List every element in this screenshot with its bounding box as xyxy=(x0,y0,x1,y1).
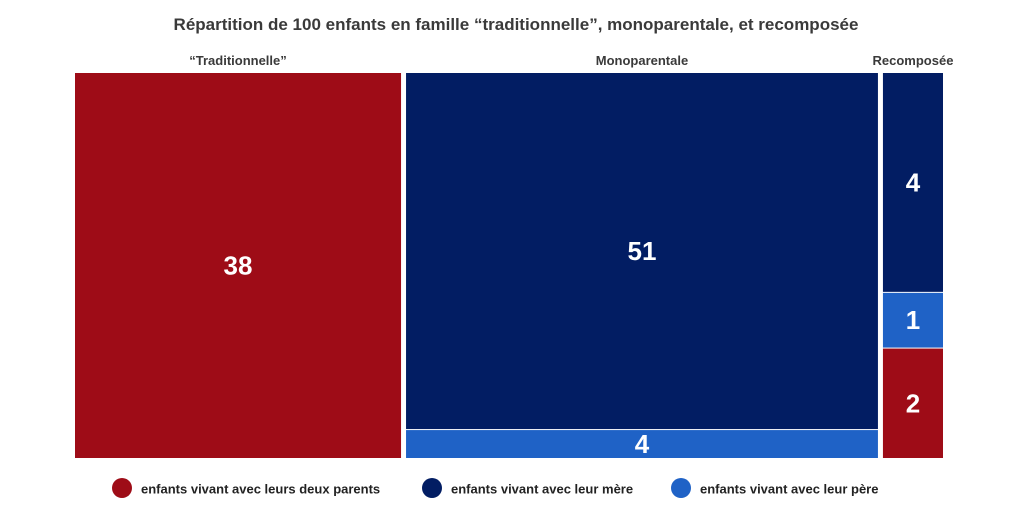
legend-item-enfants-vivant-avec-leurs-deux-parents: enfants vivant avec leurs deux parents xyxy=(112,478,380,498)
legend-item-enfants-vivant-avec-leur-mere: enfants vivant avec leur mère xyxy=(422,478,633,498)
cell-monoparentale-enfants-vivant-avec-leur-mere xyxy=(406,73,878,430)
legend-label: enfants vivant avec leur mère xyxy=(451,482,633,497)
legend-label: enfants vivant avec leurs deux parents xyxy=(141,482,380,497)
legend-swatch xyxy=(112,478,132,498)
treemap-groups: “Traditionnelle”38Monoparentale514Recomp… xyxy=(75,53,953,459)
legend: enfants vivant avec leurs deux parents en… xyxy=(112,478,878,498)
legend-label: enfants vivant avec leur père xyxy=(700,482,878,497)
group-traditionnelle: “Traditionnelle” 38 xyxy=(75,53,402,458)
cell-value-label: 2 xyxy=(906,388,920,418)
group-label-recomposee: Recomposée xyxy=(873,53,954,68)
cell-value-label: 4 xyxy=(906,167,921,197)
chart-title: Répartition de 100 enfants en famille “t… xyxy=(174,15,859,34)
cell-value-label: 51 xyxy=(628,236,657,266)
cell-monoparentale-enfants-vivant-avec-leur-pere xyxy=(406,430,878,458)
cell-recomposee-enfants-vivant-avec-leur-pere xyxy=(882,292,943,348)
cell-value-label: 38 xyxy=(224,251,253,281)
group-monoparentale: Monoparentale 51 4 xyxy=(406,53,878,459)
group-label-monoparentale: Monoparentale xyxy=(596,53,688,68)
cell-traditionnelle-enfants-vivant-avec-leurs-deux-parents xyxy=(75,73,402,458)
group-recomposee: Recomposée 4 1 2 xyxy=(873,53,954,458)
cell-recomposee-enfants-vivant-avec-leur-mere xyxy=(882,73,943,292)
cell-recomposee-enfants-vivant-avec-leurs-deux-parents xyxy=(882,348,943,458)
cell-value-label: 1 xyxy=(906,305,920,335)
legend-item-enfants-vivant-avec-leur-pere: enfants vivant avec leur père xyxy=(671,478,878,498)
group-label-traditionnelle: “Traditionnelle” xyxy=(189,53,287,68)
legend-swatch xyxy=(422,478,442,498)
cell-value-label: 4 xyxy=(635,429,650,459)
legend-swatch xyxy=(671,478,691,498)
